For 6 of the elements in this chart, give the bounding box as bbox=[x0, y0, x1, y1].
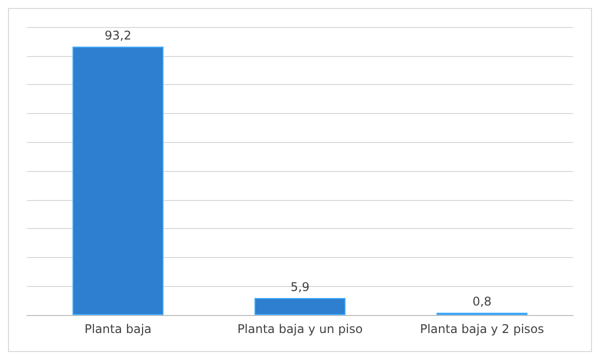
data-label: 5,9 bbox=[290, 280, 310, 294]
x-tick-label: Planta baja y un piso bbox=[237, 322, 363, 336]
data-label: 0,8 bbox=[472, 294, 492, 309]
x-tick-label: Planta baja bbox=[84, 322, 152, 336]
data-label: 93,2 bbox=[104, 28, 132, 43]
x-tick-label: Planta baja y 2 pisos bbox=[420, 322, 544, 336]
